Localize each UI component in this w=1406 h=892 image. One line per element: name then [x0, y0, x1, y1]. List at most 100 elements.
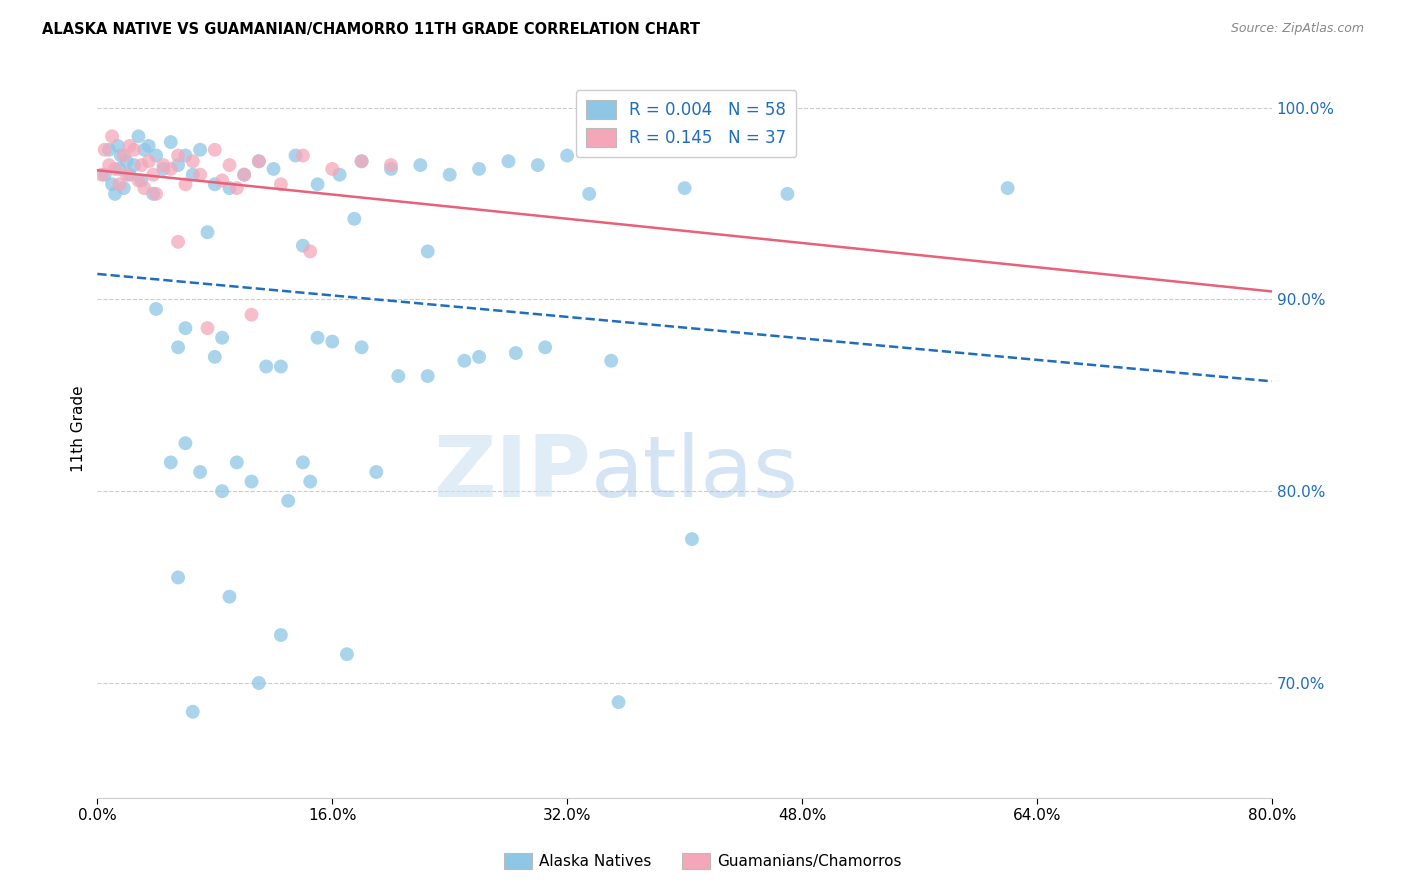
Point — [225, 455, 247, 469]
Text: ALASKA NATIVE VS GUAMANIAN/CHAMORRO 11TH GRADE CORRELATION CHART: ALASKA NATIVE VS GUAMANIAN/CHAMORRO 11TH… — [42, 22, 700, 37]
Point — [152, 161, 174, 176]
Point — [174, 321, 197, 335]
Point — [350, 154, 373, 169]
Point — [578, 186, 600, 201]
Point — [270, 628, 292, 642]
Point — [277, 493, 299, 508]
Point — [145, 301, 167, 316]
Point — [270, 359, 292, 374]
Point — [329, 168, 352, 182]
Point — [174, 148, 197, 162]
Point — [131, 173, 153, 187]
Point — [188, 143, 211, 157]
Point — [284, 148, 307, 162]
Point — [167, 340, 190, 354]
Point — [138, 139, 160, 153]
Point — [343, 211, 366, 226]
Point — [380, 161, 402, 176]
Point — [307, 331, 329, 345]
Point — [505, 346, 527, 360]
Point — [211, 331, 233, 345]
Point — [138, 154, 160, 169]
Point — [142, 186, 165, 201]
Point — [204, 350, 226, 364]
Point — [159, 135, 181, 149]
Point — [181, 168, 204, 182]
Point — [188, 465, 211, 479]
Point — [131, 158, 153, 172]
Point — [101, 178, 124, 192]
Point — [468, 161, 491, 176]
Point — [181, 705, 204, 719]
Point — [211, 173, 233, 187]
Point — [270, 178, 292, 192]
Point — [247, 154, 270, 169]
Text: Source: ZipAtlas.com: Source: ZipAtlas.com — [1230, 22, 1364, 36]
Point — [240, 475, 263, 489]
Point — [254, 359, 277, 374]
Point — [350, 340, 373, 354]
Point — [204, 143, 226, 157]
Point — [263, 161, 285, 176]
Point — [439, 168, 461, 182]
Point — [527, 158, 550, 172]
Point — [299, 244, 322, 259]
Point — [115, 168, 138, 182]
Point — [233, 168, 256, 182]
Point — [104, 161, 127, 176]
Point — [110, 148, 132, 162]
Point — [204, 178, 226, 192]
Point — [159, 455, 181, 469]
Point — [291, 238, 314, 252]
Point — [108, 178, 131, 192]
Point — [776, 186, 799, 201]
Point — [134, 143, 156, 157]
Legend: Alaska Natives, Guamanians/Chamorros: Alaska Natives, Guamanians/Chamorros — [498, 847, 908, 875]
Point — [167, 570, 190, 584]
Point — [107, 139, 129, 153]
Point — [159, 161, 181, 176]
Point — [225, 181, 247, 195]
Point — [118, 168, 141, 182]
Point — [142, 168, 165, 182]
Point — [211, 484, 233, 499]
Point — [174, 436, 197, 450]
Text: atlas: atlas — [591, 432, 799, 515]
Point — [307, 178, 329, 192]
Point — [555, 148, 578, 162]
Point — [145, 148, 167, 162]
Point — [291, 455, 314, 469]
Point — [167, 148, 190, 162]
Point — [174, 178, 197, 192]
Point — [112, 181, 135, 195]
Point — [98, 143, 121, 157]
Point — [122, 143, 145, 157]
Point — [366, 465, 388, 479]
Point — [416, 244, 439, 259]
Point — [247, 676, 270, 690]
Point — [321, 161, 343, 176]
Point — [380, 158, 402, 172]
Point — [93, 143, 115, 157]
Point — [453, 353, 475, 368]
Point — [997, 181, 1019, 195]
Point — [90, 168, 112, 182]
Point — [416, 369, 439, 384]
Point — [134, 181, 156, 195]
Point — [681, 532, 703, 546]
Point — [233, 168, 256, 182]
Point — [145, 186, 167, 201]
Point — [218, 181, 240, 195]
Point — [240, 308, 263, 322]
Point — [197, 225, 219, 239]
Point — [197, 321, 219, 335]
Point — [108, 161, 131, 176]
Point — [118, 139, 141, 153]
Y-axis label: 11th Grade: 11th Grade — [72, 385, 86, 472]
Point — [127, 173, 149, 187]
Point — [607, 695, 630, 709]
Point — [181, 154, 204, 169]
Point — [350, 154, 373, 169]
Point — [112, 148, 135, 162]
Point — [409, 158, 432, 172]
